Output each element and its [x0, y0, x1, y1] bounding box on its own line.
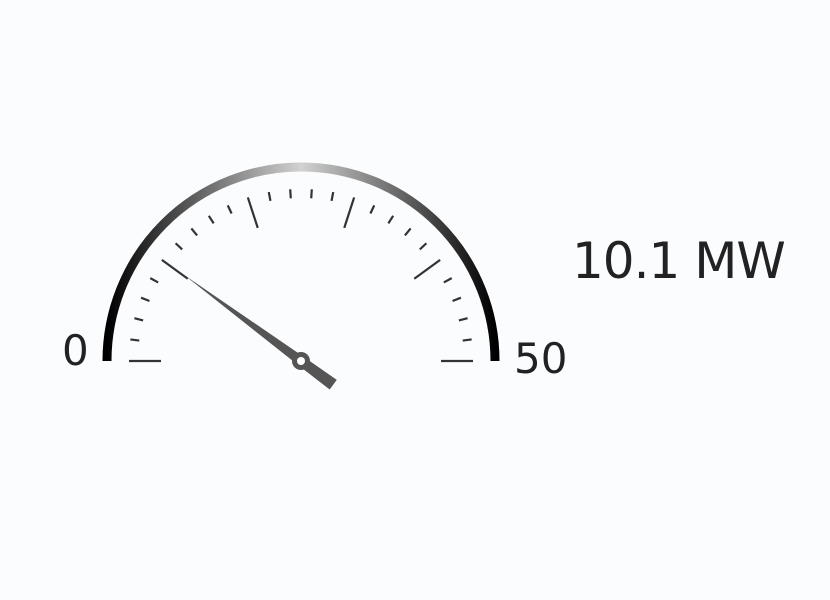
minor-tick: [289, 189, 292, 199]
gauge-max-label: 50: [514, 334, 568, 383]
minor-tick: [387, 215, 395, 224]
readout-value: 10.1: [572, 232, 680, 290]
minor-tick: [452, 296, 462, 303]
major-tick: [246, 197, 259, 229]
minor-tick: [207, 215, 215, 224]
minor-tick: [267, 191, 272, 202]
gauge-ticks: [129, 189, 473, 363]
major-tick: [343, 197, 356, 229]
gauge-arc: [102, 162, 500, 362]
minor-tick: [462, 338, 472, 342]
minor-tick: [140, 296, 150, 303]
gauge-readout: 10.1 MW: [572, 236, 786, 286]
minor-tick: [458, 317, 468, 322]
minor-tick: [149, 277, 159, 284]
minor-tick: [310, 189, 313, 199]
minor-tick: [134, 317, 144, 322]
minor-tick: [226, 204, 233, 214]
minor-tick: [174, 242, 183, 251]
minor-tick: [190, 227, 198, 237]
major-tick: [161, 259, 189, 280]
minor-tick: [369, 204, 376, 214]
needle-pointer: [184, 275, 337, 390]
minor-tick: [404, 227, 412, 237]
gauge-needle: [184, 275, 337, 390]
readout-unit: MW: [694, 232, 786, 290]
minor-tick: [130, 338, 140, 342]
needle-hub-center: [297, 357, 305, 365]
minor-tick: [419, 242, 428, 251]
minor-tick: [443, 277, 453, 284]
major-tick: [413, 259, 441, 280]
gauge-min-label: 0: [62, 326, 89, 375]
minor-tick: [330, 191, 335, 202]
